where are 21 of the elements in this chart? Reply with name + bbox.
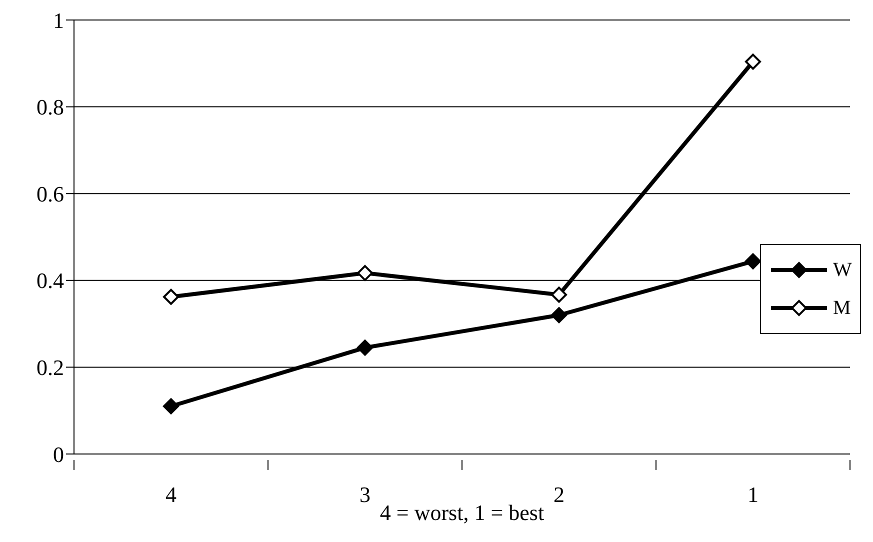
legend-label: W bbox=[833, 258, 852, 282]
y-tick-label: 1 bbox=[53, 8, 64, 33]
y-tick-label: 0.2 bbox=[36, 355, 64, 380]
point bbox=[163, 398, 179, 414]
point bbox=[551, 307, 567, 324]
y-tick-label: 0.8 bbox=[36, 94, 64, 120]
y-tick-label: 0.6 bbox=[36, 181, 64, 206]
x-axis-title: 4 = worst, 1 = best bbox=[380, 500, 544, 525]
point bbox=[357, 265, 373, 282]
x-tick-label: 3 bbox=[360, 482, 370, 507]
point bbox=[551, 286, 567, 303]
point bbox=[163, 288, 179, 305]
point bbox=[357, 340, 373, 356]
y-tick-label: 0 bbox=[53, 442, 64, 467]
point bbox=[745, 54, 761, 70]
legend-label: M bbox=[833, 296, 851, 320]
y-tick-label: 0.4 bbox=[36, 268, 64, 294]
x-tick-label: 4 bbox=[166, 482, 176, 507]
point bbox=[745, 253, 761, 270]
x-tick-label: 1 bbox=[748, 482, 758, 507]
x-tick-label: 2 bbox=[554, 482, 564, 507]
